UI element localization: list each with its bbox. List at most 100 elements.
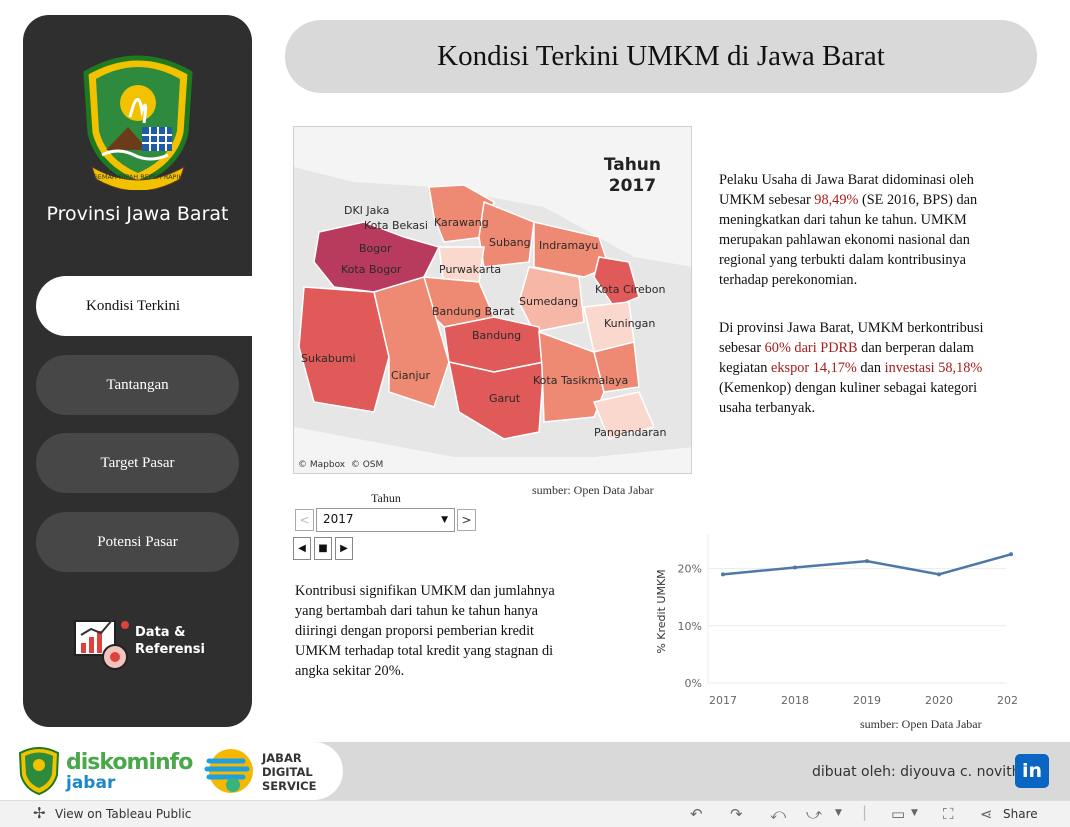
map-year-value: 2017 <box>608 176 657 196</box>
region-cianjur[interactable] <box>373 276 450 408</box>
paragraph-umkm-dominance: Pelaku Usaha di Jawa Barat didominasi ol… <box>719 170 1009 290</box>
jabar-digital-service-logo <box>204 749 253 793</box>
jds-logo-text: JABAR DIGITAL SERVICE <box>262 751 316 793</box>
year-next-button[interactable]: > <box>457 509 476 531</box>
footer-logos: diskominfo jabar JABAR DIGITAL SERVICE <box>0 742 343 800</box>
map-year-title: Tahun <box>603 155 661 175</box>
x-tick-label: 2021 <box>997 694 1018 707</box>
toolbar-divider: | <box>862 803 868 821</box>
region-pangandaran[interactable] <box>592 391 656 440</box>
data-label-line1: Data & <box>135 625 186 640</box>
mapbox-attribution[interactable]: © Mapbox <box>298 460 346 470</box>
map-label-pangandaran: Pangandaran <box>594 426 667 439</box>
stop-button[interactable]: ■ <box>314 537 332 560</box>
data-referensi-button[interactable]: Data & Referensi <box>73 613 205 675</box>
x-tick-label: 2017 <box>709 694 737 707</box>
view-on-tableau-link[interactable]: View on Tableau Public <box>55 807 192 821</box>
map-label-kota-bogor: Kota Bogor <box>341 263 402 276</box>
map-label-garut: Garut <box>489 392 521 405</box>
share-icon[interactable]: ⋖ <box>980 805 993 823</box>
play-backward-button[interactable]: ◀ <box>293 537 311 560</box>
map-label-bandung-barat: Bandung Barat <box>432 305 515 318</box>
p1-highlight: 98,49% <box>814 192 859 208</box>
map-label-cianjur: Cianjur <box>391 369 430 382</box>
map-svg: DKI Jaka Kota Bekasi Karawang Subang Ind… <box>294 167 691 457</box>
tableau-logo-icon: ✢ <box>33 804 46 822</box>
map-label-bandung: Bandung <box>472 329 521 342</box>
data-label-line2: Referensi <box>135 642 205 657</box>
linkedin-icon[interactable]: in <box>1015 754 1049 788</box>
map-label-purwakarta: Purwakarta <box>439 263 501 276</box>
year-prev-button[interactable]: < <box>295 509 314 531</box>
map-label-kota-tasikmalaya: Kota Tasikmalaya <box>533 374 628 387</box>
region-subang[interactable] <box>478 200 535 268</box>
map-year-label: Tahun 2017 <box>604 155 661 197</box>
nav-kondisi-terkini[interactable]: Kondisi Terkini <box>36 276 252 336</box>
diskominfo-jabar-text: jabar <box>66 773 116 793</box>
p2-highlight-ekspor: ekspor 14,17% <box>771 360 857 376</box>
p2-highlight-investasi: investasi 58,18% <box>884 360 983 376</box>
jds-line-1: JABAR <box>262 751 302 765</box>
nav-target-pasar[interactable]: Target Pasar <box>36 433 239 493</box>
y-tick-label: 0% <box>685 677 702 690</box>
p1-text-1: Pelaku Usaha di Jawa Barat didominasi ol… <box>719 172 974 208</box>
data-point <box>937 572 941 577</box>
p2-text-1: Di provinsi Jawa Barat, UMKM berkontribu… <box>719 320 984 356</box>
kredit-umkm-line-chart[interactable]: 0% 10% 20% 2017 2018 2019 2020 2021 % Kredit UMK… <box>648 528 1018 718</box>
jds-line-3: SERVICE <box>262 779 317 793</box>
west-java-emblem-small-logo <box>18 747 60 795</box>
y-tick-label: 20% <box>678 563 702 576</box>
logo-motto: GEMAH RIPAH REPEH RAPIH <box>93 173 184 181</box>
map-label-kota-cirebon: Kota Cirebon <box>595 283 665 296</box>
osm-attribution[interactable]: © OSM <box>350 460 384 470</box>
fullscreen-icon[interactable]: ⛶ <box>943 805 954 823</box>
choropleth-map[interactable]: DKI Jaka Kota Bekasi Karawang Subang Ind… <box>293 126 692 474</box>
region-garut[interactable] <box>448 361 545 440</box>
map-label-indramayu: Indramayu <box>539 239 598 252</box>
map-label-bogor: Bogor <box>359 242 392 255</box>
x-tick-label: 2020 <box>925 694 953 707</box>
p2-text-3: dan <box>856 360 885 376</box>
page-title: Kondisi Terkini UMKM di Jawa Barat <box>285 20 1037 93</box>
play-forward-button[interactable]: ▶ <box>335 537 353 560</box>
revert-icon[interactable]: ⤺ <box>770 805 787 823</box>
analytics-report-icon <box>74 618 129 670</box>
chevron-down-icon[interactable]: ▼ <box>835 808 842 818</box>
map-bg-label-bekasi: Kota Bekasi <box>364 219 428 232</box>
paragraph-umkm-contribution: Di provinsi Jawa Barat, UMKM berkontribu… <box>719 318 1009 418</box>
west-java-emblem-logo: GEMAH RIPAH REPEH RAPIH <box>83 55 193 190</box>
data-point <box>721 572 725 577</box>
nav-tantangan[interactable]: Tantangan <box>36 355 239 415</box>
jds-line-2: DIGITAL <box>262 765 313 779</box>
data-point <box>1009 552 1013 557</box>
map-label-subang: Subang <box>489 236 531 249</box>
region-ciamis[interactable] <box>593 341 640 393</box>
undo-icon[interactable]: ↶ <box>690 805 703 823</box>
map-label-karawang: Karawang <box>434 216 489 229</box>
year-dropdown[interactable]: 2017 ▼ <box>316 508 455 532</box>
redo-icon[interactable]: ↷ <box>730 805 743 823</box>
chart-source: sumber: Open Data Jabar <box>860 717 982 731</box>
x-tick-label: 2019 <box>853 694 881 707</box>
province-title: Provinsi Jawa Barat <box>46 203 229 225</box>
share-button[interactable]: Share <box>1003 807 1038 821</box>
data-point <box>865 559 869 564</box>
tableau-toolbar: ✢ View on Tableau Public ↶ ↷ ⤺ ⤻ ▼ | ▭ ▼… <box>0 800 1070 827</box>
nav-potensi-pasar[interactable]: Potensi Pasar <box>36 512 239 572</box>
refresh-icon[interactable]: ⤻ <box>806 805 823 823</box>
download-icon[interactable]: ▭ <box>891 805 906 823</box>
paragraph-kredit-umkm: Kontribusi signifikan UMKM dan jumlahnya… <box>295 583 555 679</box>
p1-text-2: (SE 2016, BPS) dan meningkatkan dari tah… <box>719 192 978 288</box>
p2-highlight-pdrb: 60% dari PDRB <box>764 340 858 356</box>
region-sumedang[interactable] <box>518 266 585 333</box>
data-point <box>793 565 797 570</box>
map-bg-label-dki: DKI Jaka <box>344 204 389 217</box>
map-label-sumedang: Sumedang <box>519 295 578 308</box>
sidebar: GEMAH RIPAH REPEH RAPIH Provinsi Jawa Ba… <box>23 15 252 727</box>
map-attribution[interactable]: © Mapbox © OSM <box>298 460 383 470</box>
download-chevron-icon[interactable]: ▼ <box>911 808 918 818</box>
y-axis-title: % Kredit UMKM <box>655 569 668 653</box>
year-filter-label: Tahun <box>371 491 401 505</box>
p2-text-2: dan berperan dalam kegiatan <box>719 340 974 376</box>
region-sukabumi[interactable] <box>298 286 390 413</box>
